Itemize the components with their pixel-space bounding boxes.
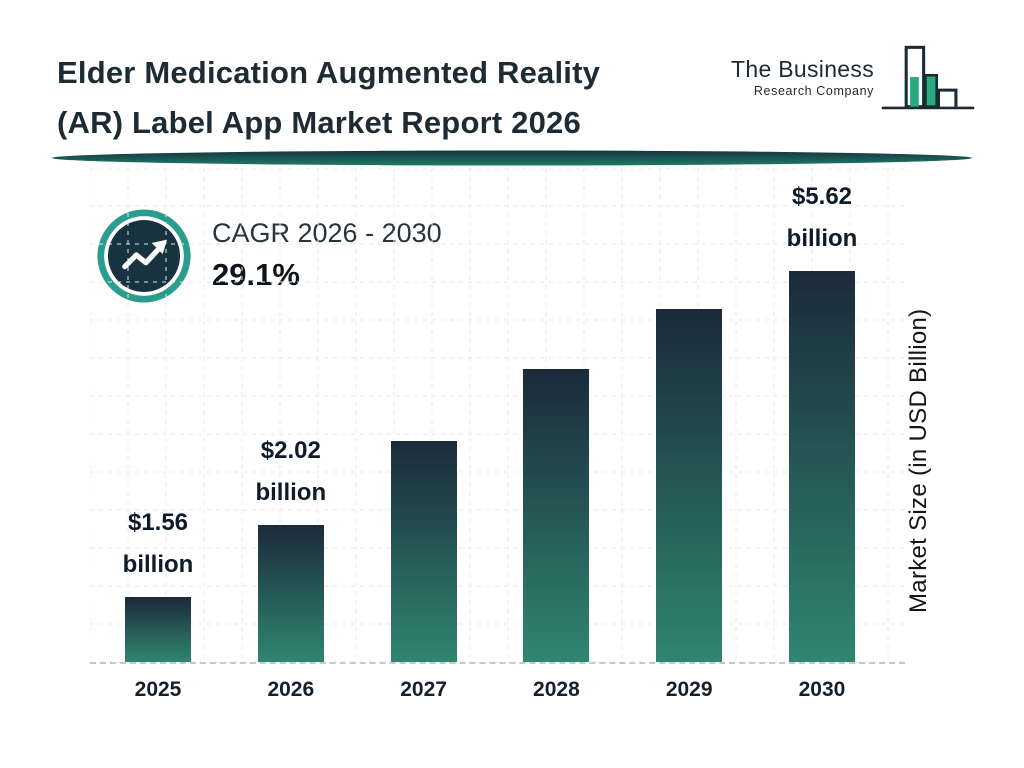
- bar-value-amount: $2.02: [260, 436, 321, 464]
- bar-chart: $1.56 billion $2.02 billion $5.62 billion: [123, 170, 858, 662]
- cagr-value: 29.1%: [212, 257, 300, 292]
- bar-value-unit: billion: [122, 551, 194, 579]
- logo-subname: Research Company: [753, 84, 874, 98]
- bar-value-label-2030: $5.62 billion: [787, 176, 858, 261]
- bar-column-2026: $2.02 billion: [255, 430, 326, 662]
- bar-value-amount: $5.62: [791, 182, 853, 210]
- title-line-1: Elder Medication Augmented Reality: [57, 55, 601, 90]
- x-tick-2029: 2029: [665, 678, 713, 701]
- bar-2027: [390, 441, 457, 662]
- x-tick-2028: 2028: [533, 678, 580, 701]
- bar-2028: [523, 369, 590, 662]
- x-axis-baseline: [90, 662, 905, 664]
- bar-column-2025: $1.56 billion: [123, 502, 194, 662]
- page-title: Elder Medication Augmented Reality (AR) …: [57, 48, 717, 147]
- company-logo-text: The Business Research Company: [731, 56, 874, 98]
- bar-column-2030: $5.62 billion: [787, 176, 858, 662]
- bar-2030: [788, 271, 855, 662]
- bar-value-unit: billion: [786, 225, 858, 253]
- company-logo: The Business Research Company: [700, 38, 976, 116]
- x-axis-labels: 2025 2026 2027 2028 2029 2030: [125, 678, 855, 702]
- bar-2029: [656, 309, 723, 662]
- cagr-trend-up-icon: [97, 209, 191, 303]
- logo-name: The Business: [731, 56, 874, 82]
- bar-chart-logo-icon: [881, 45, 975, 110]
- cagr-annotation: CAGR 2026 - 2030 29.1%: [212, 218, 442, 293]
- bar-column-2027: [390, 441, 457, 662]
- bar-value-label-2025: $1.56 billion: [123, 502, 194, 587]
- bar-value-unit: billion: [255, 479, 327, 507]
- x-tick-2027: 2027: [400, 678, 447, 701]
- x-tick-2025: 2025: [134, 678, 182, 701]
- bar-column-2028: [523, 369, 590, 662]
- bar-value-amount: $1.56: [127, 508, 189, 536]
- x-tick-2030: 2030: [798, 678, 846, 701]
- y-axis-label: Market Size (in USD Billion): [905, 308, 932, 614]
- bar-value-label-2026: $2.02 billion: [255, 430, 326, 515]
- x-tick-2026: 2026: [267, 678, 315, 701]
- cagr-label: CAGR 2026 - 2030: [212, 218, 442, 248]
- bar-column-2029: [656, 309, 723, 662]
- bar-2025: [125, 597, 191, 662]
- title-divider: [52, 150, 972, 166]
- bar-2026: [257, 525, 324, 662]
- title-line-2: (AR) Label App Market Report 2026: [57, 104, 581, 140]
